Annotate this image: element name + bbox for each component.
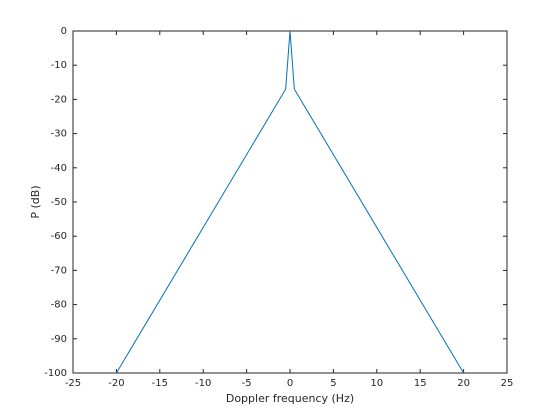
x-tick-label: 5: [330, 378, 336, 389]
x-tick-label: -20: [108, 378, 124, 389]
y-axis-label: P (dB): [29, 185, 42, 218]
y-tick-label: -20: [51, 94, 67, 105]
y-tick-label: -60: [51, 231, 67, 242]
y-tick-label: 0: [61, 26, 67, 37]
x-tick-label: 10: [370, 378, 383, 389]
y-tick-label: -10: [51, 60, 67, 71]
y-tick-label: -90: [51, 334, 67, 345]
y-tick-label: -70: [51, 265, 67, 276]
x-tick-label: 15: [414, 378, 427, 389]
x-tick-label: 0: [287, 378, 293, 389]
x-tick-label: -15: [152, 378, 168, 389]
y-tick-label: -40: [51, 163, 67, 174]
x-tick-label: -5: [242, 378, 252, 389]
y-tick-label: -100: [44, 368, 67, 379]
x-tick-label: -25: [65, 378, 81, 389]
y-tick-label: -50: [51, 197, 67, 208]
x-tick-label: -10: [195, 378, 211, 389]
y-tick-label: -80: [51, 300, 67, 311]
x-tick-label: 20: [457, 378, 470, 389]
axes-box: [72, 30, 508, 374]
line-series: [115, 30, 465, 374]
x-axis-label: Doppler frequency (Hz): [226, 392, 354, 405]
y-tick-label: -30: [51, 129, 67, 140]
x-tick-label: 25: [501, 378, 514, 389]
